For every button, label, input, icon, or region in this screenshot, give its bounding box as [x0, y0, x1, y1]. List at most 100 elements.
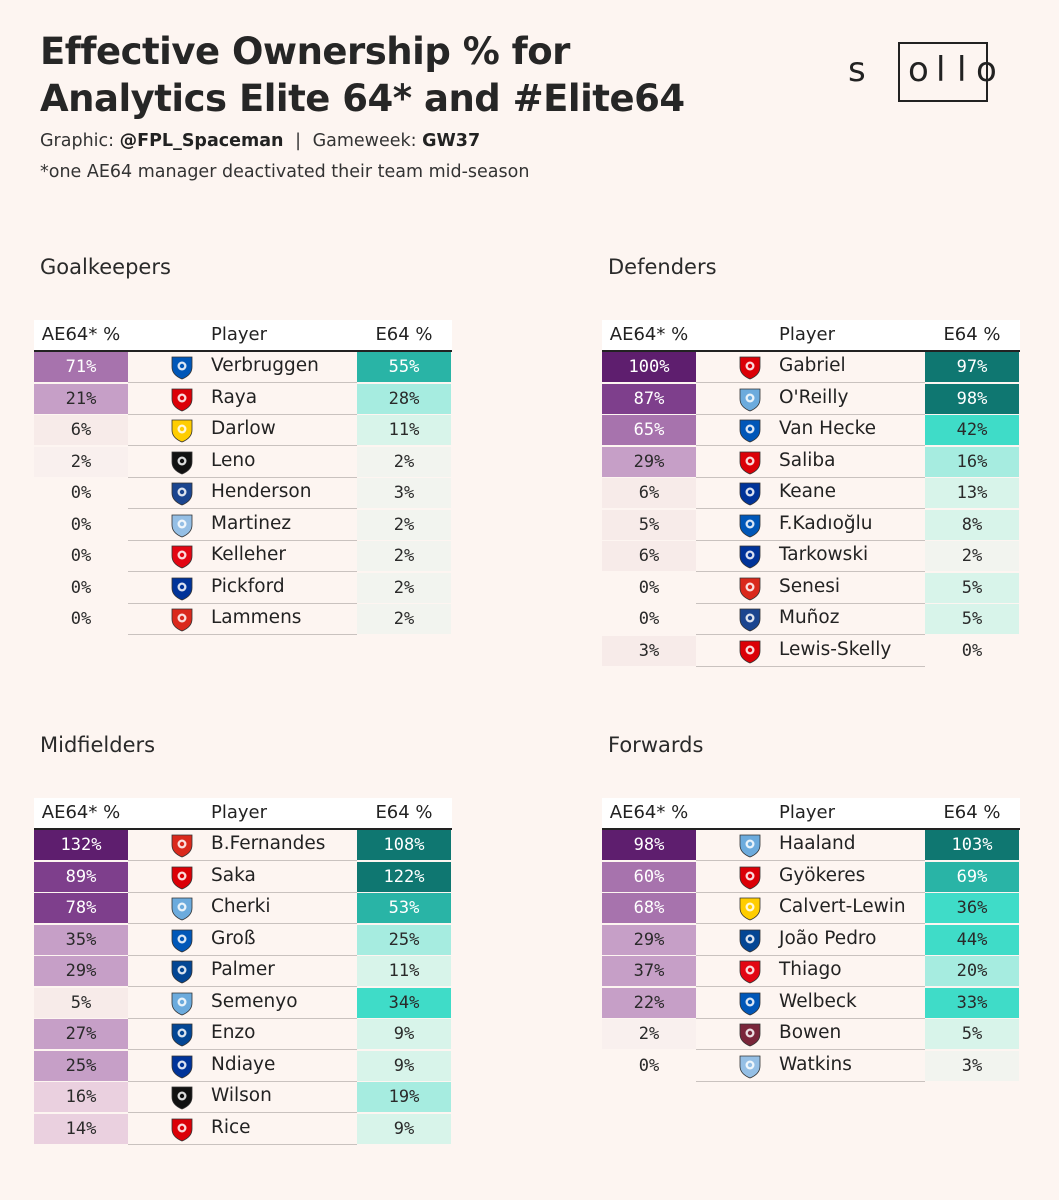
table-row: 3% Lewis-Skelly 0% [602, 635, 1020, 668]
ae64-value: 6% [602, 478, 696, 508]
e64-value: 13% [925, 478, 1019, 508]
row-divider [696, 1049, 925, 1050]
row-divider [696, 539, 925, 541]
table-row: 22% Welbeck 33% [602, 987, 1020, 1020]
club-crest-icon [170, 544, 194, 569]
table-row: 37% Thiago 20% [602, 956, 1020, 988]
ae64-value: 89% [34, 861, 128, 892]
player-name: Gyökeres [779, 864, 866, 886]
table-row: 0% Muñoz 5% [602, 604, 1020, 636]
table-row: 29% Palmer 11% [34, 956, 452, 988]
table-row: 5% F.Kadıoğlu 8% [602, 509, 1020, 542]
player-name: Lammens [211, 607, 302, 628]
table-row: 14% Rice 9% [34, 1113, 452, 1146]
e64-value: 33% [925, 987, 1019, 1018]
player-name: Pickford [211, 575, 285, 597]
row-divider [696, 382, 925, 383]
ae64-value: 2% [34, 446, 128, 477]
club-crest-icon [738, 1022, 762, 1047]
player-name: Senesi [779, 575, 841, 597]
row-divider [128, 1080, 357, 1082]
row-divider [696, 445, 925, 446]
logo-letter: o [976, 50, 997, 90]
player-name: B.Fernandes [211, 833, 326, 854]
row-divider [128, 860, 357, 861]
player-name: Thiago [779, 959, 842, 980]
ae64-value: 14% [34, 1113, 128, 1144]
e64-value: 42% [925, 415, 1019, 445]
e64-value: 11% [357, 415, 451, 445]
header-player: Player [779, 802, 836, 823]
club-crest-icon [738, 865, 762, 890]
player-name: Bowen [779, 1022, 842, 1043]
e64-value: 5% [925, 604, 1019, 634]
title-line-2: Analytics Elite 64* and #Elite64 [40, 77, 685, 120]
table-header: AE64* % Player E64 % [34, 320, 452, 352]
table-row: 6% Keane 13% [602, 478, 1020, 510]
table-row: 16% Wilson 19% [34, 1082, 452, 1114]
club-crest-icon [738, 959, 762, 984]
ae64-value: 68% [602, 893, 696, 923]
club-crest-icon [170, 928, 194, 953]
ae64-value: 0% [70, 577, 92, 598]
ae64-value: 3% [602, 635, 696, 666]
ae64-value: 6% [34, 415, 128, 445]
player-name: Groß [211, 927, 256, 949]
table-header: AE64* % Player E64 % [34, 798, 452, 830]
ae64-value: 29% [602, 446, 696, 477]
e64-value: 108% [357, 830, 451, 860]
player-name: Kelleher [211, 544, 286, 565]
panel-title: Forwards [608, 733, 704, 757]
row-divider [696, 891, 925, 893]
table-row: 98% Haaland 103% [602, 830, 1020, 862]
e64-value: 3% [357, 478, 451, 508]
table-row: 2% Leno 2% [34, 446, 452, 479]
table-row: 21% Raya 28% [34, 383, 452, 416]
credit-prefix: Graphic: [40, 131, 115, 151]
ae64-value: 27% [34, 1019, 128, 1049]
club-crest-icon [170, 355, 194, 380]
e64-value: 53% [357, 893, 451, 923]
e64-value: 5% [925, 1019, 1019, 1049]
credit-handle: @FPL_Spaceman [119, 131, 284, 151]
header-ae64: AE64* % [41, 802, 121, 823]
table-header: AE64* % Player E64 % [602, 320, 1020, 352]
player-name: Darlow [211, 418, 276, 439]
solio-logo: s o l l o [848, 40, 1008, 106]
table-header: AE64* % Player E64 % [602, 798, 1020, 830]
club-crest-icon [738, 450, 762, 475]
row-divider [696, 954, 925, 956]
table-row: 78% Cherki 53% [34, 893, 452, 925]
player-name: Gabriel [779, 355, 846, 376]
player-name: Haaland [779, 833, 856, 854]
e64-value: 34% [357, 987, 451, 1018]
club-crest-icon [738, 544, 762, 569]
table-row: 0% Watkins 3% [602, 1050, 1020, 1083]
row-divider [128, 634, 357, 635]
e64-value: 19% [357, 1082, 451, 1112]
player-name: Saliba [779, 449, 836, 471]
player-name: Semenyo [211, 990, 298, 1012]
title-line-1: Effective Ownership % for [40, 30, 570, 73]
e64-value: 55% [357, 352, 451, 382]
table-body: 98% Haaland 103% 60% Gyökeres 69% 68% Calvert-L… [602, 830, 1020, 1082]
gameweek-value: GW37 [422, 131, 481, 151]
ae64-value: 22% [602, 987, 696, 1018]
logo-letter: l [957, 50, 967, 90]
e64-value: 2% [357, 446, 451, 477]
row-divider [128, 891, 357, 893]
ae64-value: 2% [602, 1019, 696, 1049]
player-name: Saka [211, 864, 256, 886]
ae64-value: 0% [638, 1055, 660, 1076]
panel-title: Defenders [608, 255, 717, 279]
table-row: 71% Verbruggen 55% [34, 352, 452, 384]
ae64-value: 35% [34, 924, 128, 955]
table-row: 2% Bowen 5% [602, 1019, 1020, 1051]
club-crest-icon [170, 513, 194, 538]
club-crest-icon [738, 1054, 762, 1079]
table-body: 132% B.Fernandes 108% 89% Saka 122% 78% Cherki 5… [34, 830, 452, 1145]
row-divider [128, 602, 357, 604]
row-divider [128, 382, 357, 383]
ae64-value: 16% [34, 1082, 128, 1112]
player-name: João Pedro [779, 927, 877, 949]
